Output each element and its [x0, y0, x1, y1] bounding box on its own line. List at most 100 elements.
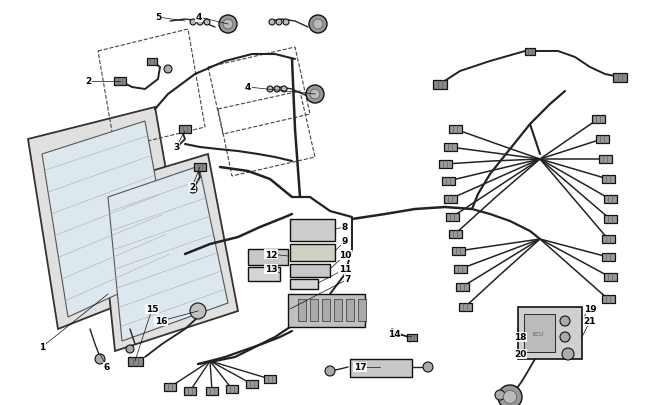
Bar [290, 244, 335, 261]
Bar [433, 80, 447, 89]
Bar [601, 295, 614, 303]
Text: 20: 20 [514, 350, 526, 358]
Bar [298, 299, 306, 321]
Circle shape [560, 332, 570, 342]
Circle shape [197, 20, 203, 26]
Text: 4: 4 [245, 83, 251, 92]
Circle shape [190, 20, 196, 26]
Polygon shape [28, 108, 185, 329]
Bar [184, 387, 196, 395]
Bar [603, 215, 616, 224]
Bar [601, 175, 614, 183]
Bar [439, 161, 452, 168]
Circle shape [204, 20, 210, 26]
Bar [290, 264, 330, 277]
Bar [454, 265, 467, 273]
Text: 21: 21 [584, 317, 596, 326]
Circle shape [219, 16, 237, 34]
Bar [452, 247, 465, 256]
Circle shape [281, 87, 287, 93]
Bar [448, 126, 461, 134]
Bar [346, 299, 354, 321]
Circle shape [189, 185, 197, 194]
Text: 16: 16 [155, 317, 167, 326]
Circle shape [503, 390, 517, 404]
Circle shape [306, 86, 324, 104]
Circle shape [560, 316, 570, 326]
Bar [164, 383, 176, 391]
Polygon shape [108, 166, 228, 341]
Circle shape [95, 354, 105, 364]
Polygon shape [42, 122, 172, 317]
Circle shape [274, 87, 280, 93]
Circle shape [423, 362, 433, 372]
Bar [290, 220, 335, 241]
Bar [334, 299, 342, 321]
Polygon shape [98, 155, 238, 351]
Text: 9: 9 [342, 237, 348, 246]
Bar [441, 177, 454, 185]
Bar [601, 235, 614, 243]
Text: 18: 18 [514, 333, 526, 342]
Bar [264, 375, 276, 383]
Bar [114, 78, 126, 86]
Bar [445, 213, 458, 222]
Circle shape [126, 345, 134, 353]
Circle shape [313, 20, 323, 30]
Text: 2: 2 [85, 77, 91, 86]
Circle shape [309, 16, 327, 34]
Circle shape [498, 385, 522, 405]
Bar [407, 334, 417, 341]
Bar [443, 144, 456, 151]
Text: 7: 7 [344, 275, 351, 284]
Bar [456, 284, 469, 291]
Circle shape [495, 390, 505, 400]
Bar [603, 196, 616, 203]
Circle shape [562, 348, 574, 360]
Text: 1: 1 [39, 343, 45, 352]
Text: 8: 8 [342, 223, 348, 232]
Circle shape [269, 20, 275, 26]
Text: 11: 11 [339, 265, 351, 274]
Bar [246, 380, 258, 388]
Bar [592, 116, 604, 124]
Bar [595, 136, 608, 144]
Bar [248, 267, 280, 281]
Bar [458, 303, 471, 311]
Circle shape [164, 66, 172, 74]
Text: ECU: ECU [532, 332, 543, 337]
Text: 10: 10 [339, 251, 351, 260]
Bar [290, 279, 318, 289]
Circle shape [190, 303, 206, 319]
Circle shape [310, 90, 320, 100]
Bar [613, 73, 627, 82]
Text: 13: 13 [265, 265, 278, 274]
Bar [248, 249, 288, 265]
Bar [603, 273, 616, 281]
Text: 12: 12 [265, 250, 278, 259]
Bar [524, 314, 555, 352]
Bar [206, 387, 218, 395]
Text: 2: 2 [189, 183, 195, 192]
Bar [525, 48, 535, 55]
Bar [443, 196, 456, 203]
Bar [350, 359, 412, 377]
Bar [310, 299, 318, 321]
Bar [288, 294, 365, 327]
Bar [226, 385, 238, 393]
Circle shape [223, 20, 233, 30]
Bar [194, 164, 206, 172]
Bar [518, 307, 582, 359]
Bar [599, 156, 612, 164]
Bar [358, 299, 366, 321]
Circle shape [267, 87, 273, 93]
Bar [322, 299, 330, 321]
Bar [601, 254, 614, 261]
Circle shape [276, 20, 282, 26]
Text: 17: 17 [354, 362, 367, 371]
Text: 5: 5 [155, 13, 161, 22]
Circle shape [283, 20, 289, 26]
Bar [448, 230, 461, 239]
Text: 19: 19 [584, 305, 596, 314]
Bar [127, 357, 142, 366]
